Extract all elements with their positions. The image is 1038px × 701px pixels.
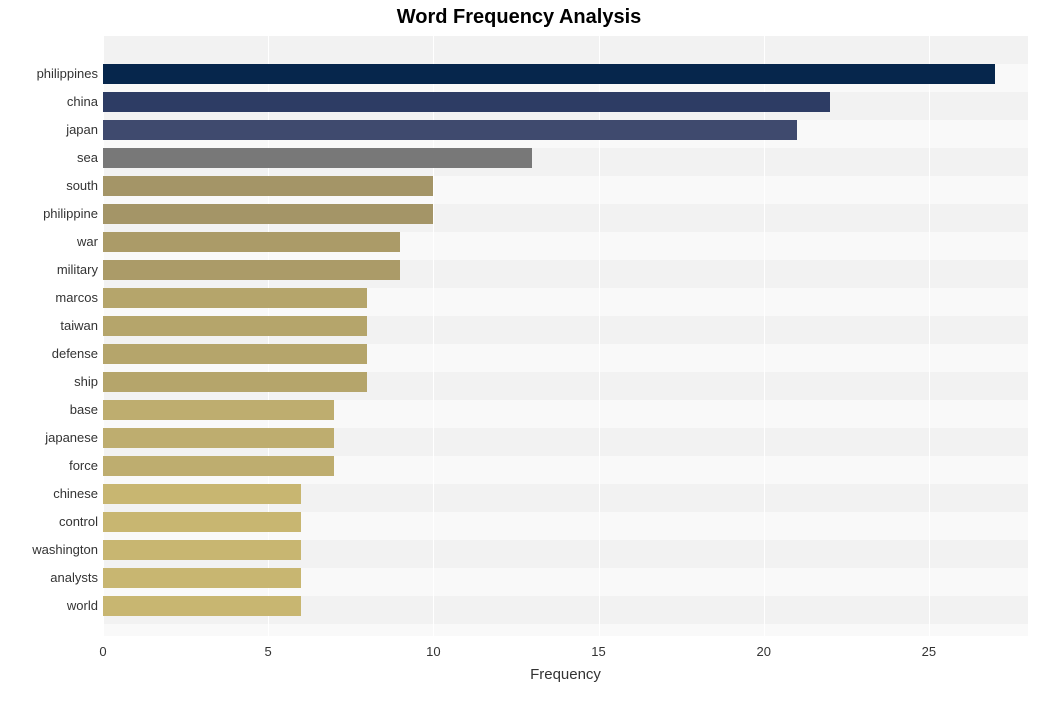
x-axis-tick-label: 20 bbox=[756, 644, 770, 659]
y-axis-label: force bbox=[69, 458, 98, 473]
y-axis-label: taiwan bbox=[60, 318, 98, 333]
bar bbox=[103, 568, 301, 588]
y-axis-label: japanese bbox=[45, 430, 98, 445]
bar bbox=[103, 176, 433, 196]
y-axis-label: philippine bbox=[43, 206, 98, 221]
y-axis-label: china bbox=[67, 94, 98, 109]
y-axis-label: military bbox=[57, 262, 98, 277]
y-axis-label: washington bbox=[32, 542, 98, 557]
plot-band bbox=[103, 36, 1028, 64]
y-axis-label: south bbox=[66, 178, 98, 193]
x-axis-tick-label: 5 bbox=[265, 644, 272, 659]
bar bbox=[103, 92, 830, 112]
x-axis-tick-label: 0 bbox=[99, 644, 106, 659]
y-axis-label: philippines bbox=[37, 66, 98, 81]
y-axis-label: defense bbox=[52, 346, 98, 361]
bar bbox=[103, 456, 334, 476]
bar bbox=[103, 204, 433, 224]
plot-area bbox=[103, 36, 1028, 636]
y-axis-label: analysts bbox=[50, 570, 98, 585]
bar bbox=[103, 120, 797, 140]
bar bbox=[103, 316, 367, 336]
bar bbox=[103, 596, 301, 616]
y-axis-label: base bbox=[70, 402, 98, 417]
bar bbox=[103, 512, 301, 532]
bar bbox=[103, 344, 367, 364]
x-axis-tick-label: 15 bbox=[591, 644, 605, 659]
bar bbox=[103, 260, 400, 280]
bar bbox=[103, 400, 334, 420]
y-axis-label: sea bbox=[77, 150, 98, 165]
y-axis-label: chinese bbox=[53, 486, 98, 501]
bar bbox=[103, 484, 301, 504]
bar bbox=[103, 428, 334, 448]
gridline bbox=[929, 36, 930, 636]
y-axis-label: control bbox=[59, 514, 98, 529]
y-axis-label: war bbox=[77, 234, 98, 249]
chart-container: Word Frequency Analysis Frequency philip… bbox=[0, 0, 1038, 701]
bar bbox=[103, 148, 532, 168]
chart-title: Word Frequency Analysis bbox=[0, 6, 1038, 29]
y-axis-label: japan bbox=[66, 122, 98, 137]
y-axis-label: ship bbox=[74, 374, 98, 389]
x-axis-tick-label: 25 bbox=[922, 644, 936, 659]
bar bbox=[103, 232, 400, 252]
bar bbox=[103, 540, 301, 560]
bar bbox=[103, 288, 367, 308]
x-axis-title: Frequency bbox=[103, 666, 1028, 683]
y-axis-label: marcos bbox=[55, 290, 98, 305]
bar bbox=[103, 372, 367, 392]
bar bbox=[103, 64, 995, 84]
x-axis-tick-label: 10 bbox=[426, 644, 440, 659]
y-axis-label: world bbox=[67, 598, 98, 613]
